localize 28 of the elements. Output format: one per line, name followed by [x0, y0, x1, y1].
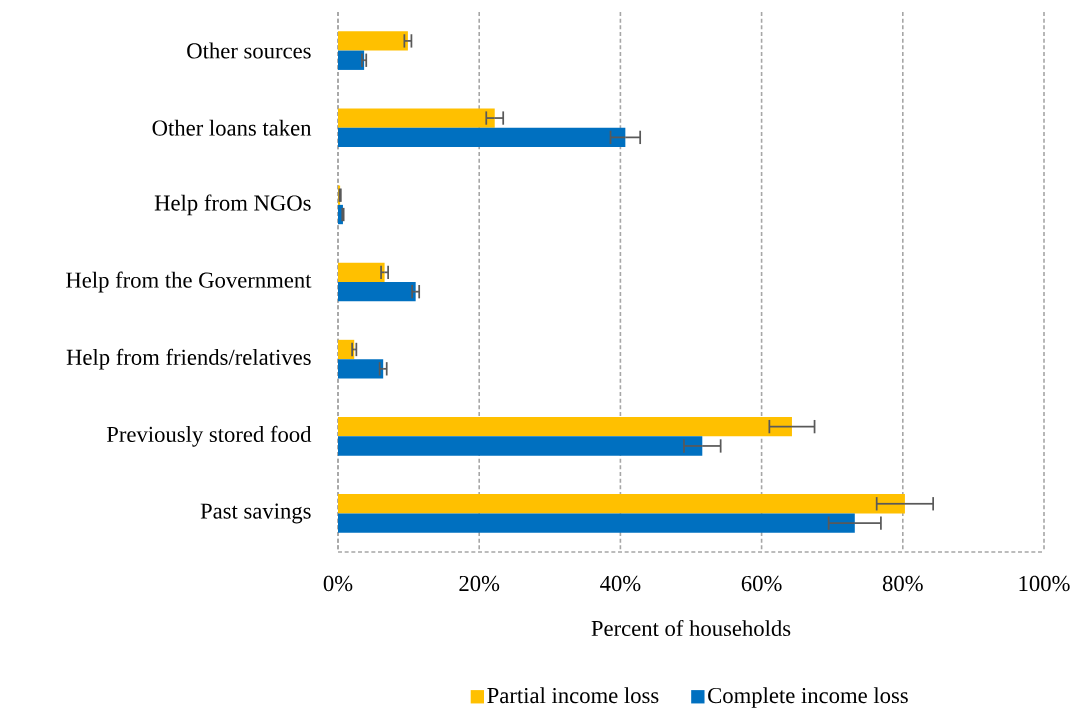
x-tick-label: 100%	[1019, 575, 1070, 592]
bar	[338, 282, 416, 302]
y-tick-label: Help from the Government	[66, 271, 312, 293]
x-tick-label: 60%	[741, 575, 782, 592]
bar	[338, 262, 385, 282]
y-tick-label: Other sources	[187, 42, 311, 59]
bar	[338, 50, 365, 70]
bar	[338, 127, 626, 148]
bar	[338, 359, 384, 379]
x-tick-label: 80%	[882, 575, 923, 592]
bar	[338, 494, 905, 514]
bar	[338, 31, 408, 51]
bar	[338, 108, 495, 128]
x-axis-title: Percent of households	[591, 619, 791, 637]
y-tick-label: Help from NGOs	[154, 194, 311, 216]
y-tick-label: Help from friends/relatives	[66, 348, 311, 370]
bar	[338, 513, 855, 533]
bar	[338, 339, 355, 360]
y-tick-label: Past savings	[200, 503, 311, 524]
x-tick-label: 40%	[600, 575, 641, 592]
bar	[338, 436, 703, 456]
x-tick-label: 20%	[459, 575, 500, 592]
legend-label: Complete income loss	[708, 687, 908, 708]
y-tick-label: Other loans taken	[152, 119, 312, 136]
legend-label: Partial income loss	[487, 687, 659, 704]
bar	[338, 416, 792, 437]
x-tick-label: 0%	[323, 575, 353, 592]
y-tick-label: Previously stored food	[106, 425, 312, 447]
